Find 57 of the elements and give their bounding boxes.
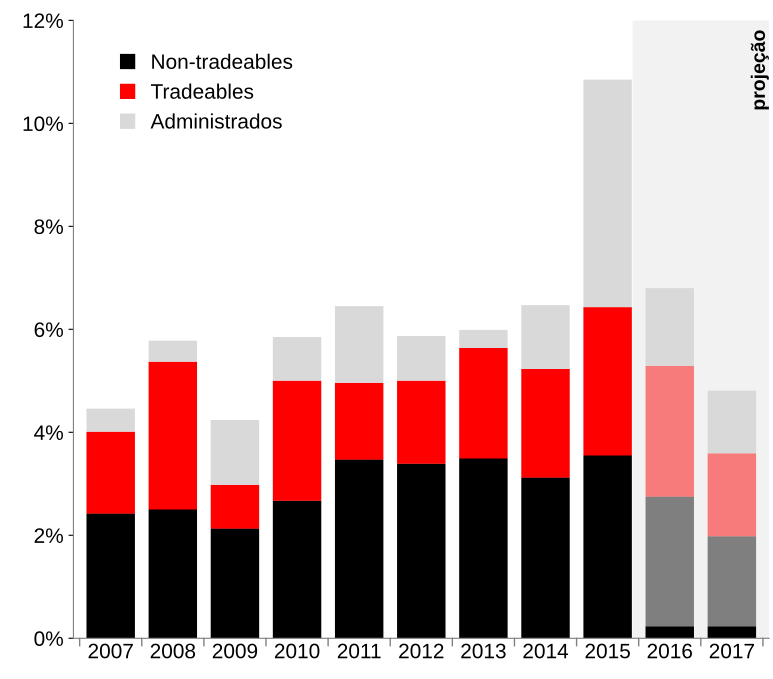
bar — [646, 496, 694, 626]
bar — [148, 340, 198, 362]
bar — [708, 390, 756, 454]
bar — [148, 510, 198, 638]
legend-label: Non-tradeables — [152, 54, 292, 70]
bar — [459, 458, 508, 638]
y-tick-label: 12% — [24, 13, 63, 28]
y-tick-label: 4% — [34, 425, 63, 440]
y-tick-label: 8% — [34, 219, 63, 234]
bar — [646, 626, 694, 638]
bar — [210, 528, 260, 638]
bar — [583, 455, 632, 638]
bar — [521, 368, 570, 478]
bar — [86, 432, 135, 514]
bar — [646, 288, 694, 366]
legend-label: Administrados — [150, 113, 282, 129]
bar — [708, 626, 756, 638]
bar — [521, 478, 570, 638]
bar — [397, 380, 446, 464]
bar — [521, 305, 570, 369]
bar — [86, 408, 135, 432]
x-tick-label: 2014 — [523, 644, 568, 658]
bar — [708, 536, 756, 626]
bar — [397, 336, 446, 381]
bar — [459, 348, 508, 459]
legend-label: Tradeables — [150, 84, 254, 99]
x-tick-label: 2017 — [710, 644, 754, 658]
bar — [459, 330, 508, 348]
bar — [646, 366, 694, 497]
y-tick-label: 0% — [34, 631, 63, 646]
bar — [272, 380, 322, 501]
bar — [86, 514, 135, 638]
x-tick-label: 2008 — [150, 644, 196, 658]
y-tick-label: 6% — [34, 322, 63, 338]
x-tick-label: 2007 — [88, 644, 133, 658]
x-tick-label: 2013 — [461, 644, 506, 658]
bar — [272, 337, 322, 381]
bar — [148, 362, 198, 510]
y-tick-label: 2% — [34, 528, 63, 543]
x-tick-label: 2015 — [586, 644, 630, 658]
bar — [210, 484, 260, 529]
x-tick-label: 2010 — [274, 644, 320, 658]
x-tick-label: 2011 — [338, 644, 381, 658]
x-tick-label: 2009 — [212, 644, 258, 658]
x-tick-label: 2016 — [648, 644, 692, 658]
x-tick-label: 2012 — [399, 644, 444, 658]
bar — [708, 453, 756, 536]
bar — [583, 307, 632, 456]
bar — [583, 80, 632, 308]
y-tick-label: 10% — [24, 116, 63, 132]
bar — [334, 460, 384, 638]
bar — [272, 500, 322, 638]
band-label: projeção — [750, 30, 769, 110]
bar — [210, 420, 260, 485]
bar — [397, 464, 446, 638]
bar — [334, 382, 384, 460]
bar — [334, 306, 384, 383]
